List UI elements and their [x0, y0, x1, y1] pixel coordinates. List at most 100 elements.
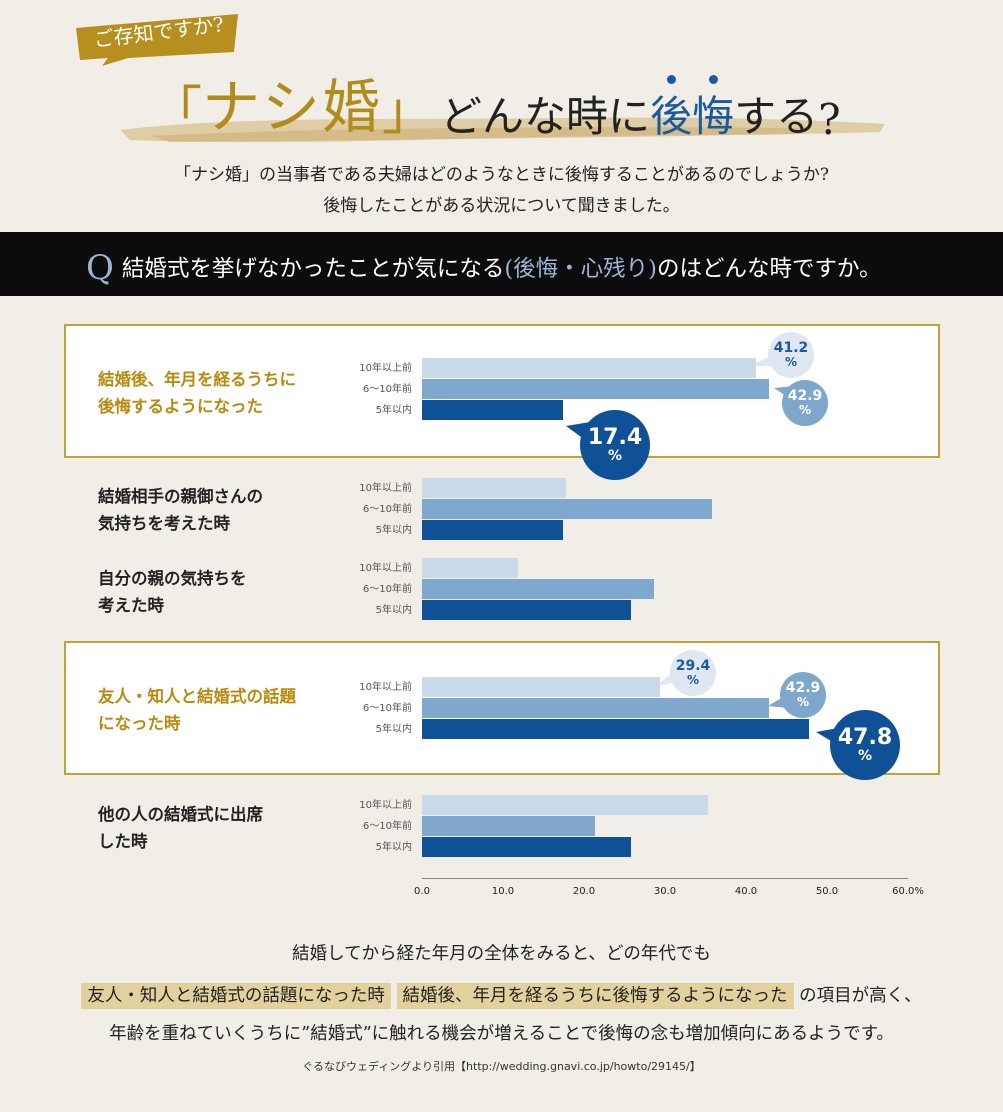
x-axis-line: [422, 878, 908, 879]
bar-g4-6to10: [422, 698, 770, 718]
row-label-g4-3: 5年以内: [375, 724, 412, 735]
brush-stroke: [120, 117, 885, 143]
row-label-g2-1: 10年以上前: [359, 483, 412, 494]
row-label-g1-1: 10年以上前: [359, 363, 412, 374]
x-tick-30: 30.0: [653, 886, 677, 897]
x-tick-0: 0.0: [414, 886, 430, 897]
source-citation: ぐるなびウェディングより引用【http://wedding.gnavi.co.j…: [302, 1060, 701, 1073]
data-label-unit: %: [784, 355, 798, 370]
bar-g5-6to10: [422, 816, 596, 836]
question-bar: [0, 232, 1003, 296]
title-blue-char-1: 後: [650, 75, 693, 144]
title-open-bracket: 「: [150, 82, 203, 142]
row-label-g3-1: 10年以上前: [359, 563, 412, 574]
group-title-5-line-1: 他の人の結婚式に出席: [98, 805, 263, 824]
data-label-unit: %: [857, 748, 873, 765]
summary-mark-1: 友人・知人と結婚式の話題になった時: [81, 983, 391, 1009]
row-label-g3-2: 6〜10年前: [362, 584, 412, 595]
tagline-badge: [76, 14, 238, 66]
group-title-1-line-2: 後悔するようになった: [98, 397, 263, 416]
data-label-g1-10plus: 41.2 %: [768, 332, 814, 378]
emphasis-dot: [709, 75, 719, 84]
row-label-g1-2: 6〜10年前: [362, 384, 412, 395]
title-blue-text-1: 後: [650, 92, 693, 141]
bar-g1-within5: [422, 400, 563, 420]
title-close-bracket: 」: [382, 82, 435, 142]
title-question-mark: ?: [818, 95, 841, 144]
group-title-3: 自分の親の気持ちを 考えた時: [98, 565, 358, 619]
question-text-highlight: (後悔・心残り): [504, 256, 657, 282]
page-title: 「 ナシ婚 」 どんな時に 後 悔 する ?: [150, 64, 841, 144]
bar-g2-10plus: [422, 478, 567, 498]
group-title-5: 他の人の結婚式に出席 した時: [98, 801, 358, 855]
title-blue-char-2: 悔: [692, 75, 735, 144]
row-label-g3-3: 5年以内: [375, 605, 412, 616]
summary-line-2: 友人・知人と結婚式の話題になった時 結婚後、年月を経るうちに後悔するようになった…: [0, 982, 1003, 1009]
row-label-g2-2: 6〜10年前: [362, 504, 412, 515]
data-label-g4-10plus: 29.4 %: [670, 650, 716, 696]
bar-g3-6to10: [422, 579, 654, 599]
summary-line-1: 結婚してから経た年月の全体をみると、どの年代でも: [292, 944, 711, 964]
group-title-3-line-1: 自分の親の気持ちを: [98, 569, 247, 588]
x-tick-50: 50.0: [815, 886, 839, 897]
group-title-2-line-1: 結婚相手の親御さんの: [98, 487, 263, 506]
row-label-g4-1: 10年以上前: [359, 682, 412, 693]
data-label-value: 47.8: [837, 725, 893, 751]
data-label-value: 42.9: [787, 388, 823, 405]
summary-line-2-end: の項目が高く、: [799, 986, 922, 1006]
bar-g4-within5: [422, 719, 810, 739]
question-text: Q 結婚式を挙げなかったことが気になる(後悔・心残り)のはどんな時ですか。: [86, 248, 986, 288]
row-label-g5-3: 5年以内: [375, 842, 412, 853]
bar-g2-6to10: [422, 499, 712, 519]
x-tick-40: 40.0: [734, 886, 758, 897]
data-label-unit: %: [686, 673, 700, 688]
row-label-g2-3: 5年以内: [375, 525, 412, 536]
row-label-g4-2: 6〜10年前: [362, 703, 412, 714]
row-label-g5-1: 10年以上前: [359, 800, 412, 811]
data-label-value: 17.4: [587, 425, 643, 451]
data-label-value: 29.4: [675, 658, 711, 675]
group-title-1: 結婚後、年月を経るうちに 後悔するようになった: [98, 366, 358, 420]
data-label-g4-within5: 47.8 %: [830, 710, 900, 780]
bar-g5-within5: [422, 837, 631, 857]
title-mid: どんな時に: [440, 92, 651, 141]
data-label-unit: %: [798, 403, 812, 418]
row-label-g1-3: 5年以内: [375, 405, 412, 416]
group-title-1-line-1: 結婚後、年月を経るうちに: [98, 370, 296, 389]
bar-g3-10plus: [422, 558, 518, 578]
title-blue-text-2: 悔: [692, 92, 735, 141]
x-tick-20: 20.0: [572, 886, 596, 897]
data-label-unit: %: [796, 695, 810, 710]
question-text-before: 結婚式を挙げなかったことが気になる: [121, 256, 505, 282]
bar-g1-10plus: [422, 358, 756, 378]
x-tick-60: 60.0%: [892, 886, 924, 897]
group-title-3-line-2: 考えた時: [98, 596, 164, 615]
row-label-g5-2: 6〜10年前: [362, 821, 412, 832]
group-title-4-line-1: 友人・知人と結婚式の話題: [98, 687, 296, 706]
group-title-4-line-2: になった時: [98, 714, 181, 733]
summary-mark-2: 結婚後、年月を経るうちに後悔するようになった: [396, 983, 794, 1009]
intro-line-1: 「ナシ婚」の当事者である夫婦はどのようなときに後悔することがあるのでしょうか?: [174, 165, 829, 185]
title-end: する: [734, 92, 819, 141]
group-title-2-line-2: 気持ちを考えた時: [98, 514, 230, 533]
data-label-value: 41.2: [773, 340, 809, 357]
data-label-value: 42.9: [785, 680, 821, 697]
bar-g4-10plus: [422, 677, 661, 697]
group-title-2: 結婚相手の親御さんの 気持ちを考えた時: [98, 483, 358, 537]
bar-g3-within5: [422, 600, 631, 620]
group-title-5-line-2: した時: [98, 832, 148, 851]
x-tick-10: 10.0: [491, 886, 515, 897]
data-label-unit: %: [607, 448, 623, 465]
intro-line-2: 後悔したことがある状況について聞きました。: [323, 196, 680, 216]
summary-line-3: 年齢を重ねていくうちに”結婚式”に触れる機会が増えることで後悔の念も増加傾向にあ…: [109, 1024, 894, 1044]
bar-g1-6to10: [422, 379, 770, 399]
data-label-g1-within5: 17.4 %: [580, 410, 650, 480]
question-text-after: のはどんな時ですか。: [656, 256, 882, 282]
title-nashi-kon: ナシ婚: [202, 73, 383, 141]
bar-g5-10plus: [422, 795, 708, 815]
bar-g2-within5: [422, 520, 563, 540]
data-label-g1-6to10: 42.9 %: [782, 380, 828, 426]
question-letter: Q: [86, 248, 114, 288]
data-label-g4-6to10: 42.9 %: [780, 672, 826, 718]
group-title-4: 友人・知人と結婚式の話題 になった時: [98, 683, 358, 737]
